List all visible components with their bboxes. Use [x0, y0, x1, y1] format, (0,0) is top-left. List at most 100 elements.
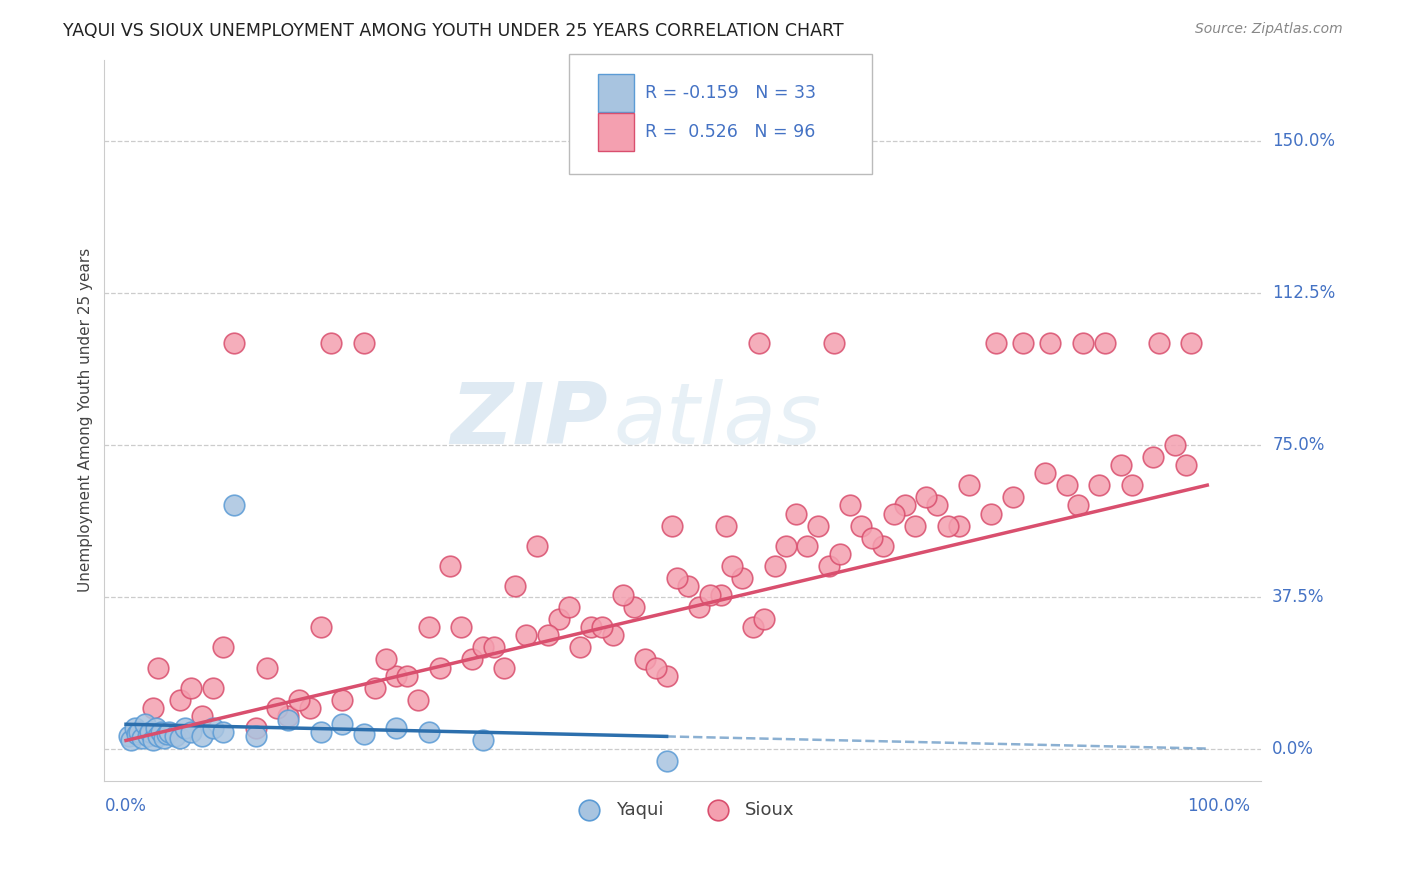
Point: [1001, 491, 1024, 505]
Point: [785, 507, 807, 521]
Point: [1088, 478, 1111, 492]
Point: [363, 681, 385, 695]
Point: [266, 701, 288, 715]
Text: 0.0%: 0.0%: [1272, 739, 1315, 757]
Point: [720, 559, 742, 574]
Point: [142, 701, 165, 715]
Point: [817, 559, 839, 574]
Point: [169, 731, 191, 746]
Point: [148, 730, 170, 744]
Point: [169, 693, 191, 707]
Text: R =  0.526   N = 96: R = 0.526 N = 96: [645, 123, 815, 141]
Point: [1056, 478, 1078, 492]
Point: [699, 588, 721, 602]
Point: [775, 539, 797, 553]
Point: [482, 640, 505, 655]
Point: [591, 620, 613, 634]
Text: YAQUI VS SIOUX UNEMPLOYMENT AMONG YOUTH UNDER 25 YEARS CORRELATION CHART: YAQUI VS SIOUX UNEMPLOYMENT AMONG YOUTH …: [63, 22, 844, 40]
Point: [948, 518, 970, 533]
Point: [330, 717, 353, 731]
Point: [851, 518, 873, 533]
Point: [893, 499, 915, 513]
Point: [763, 559, 786, 574]
Point: [688, 599, 710, 614]
Point: [131, 731, 153, 746]
Point: [406, 693, 429, 707]
Point: [471, 640, 494, 655]
Point: [569, 640, 592, 655]
Point: [515, 628, 537, 642]
Point: [612, 588, 634, 602]
Point: [666, 571, 689, 585]
Point: [1012, 336, 1035, 351]
Text: R = -0.159   N = 33: R = -0.159 N = 33: [645, 84, 817, 102]
Point: [742, 620, 765, 634]
Point: [125, 727, 148, 741]
Point: [823, 336, 845, 351]
Point: [180, 681, 202, 695]
Point: [139, 725, 162, 739]
Point: [1180, 336, 1202, 351]
Point: [860, 531, 883, 545]
Point: [1164, 437, 1187, 451]
Point: [245, 721, 267, 735]
Point: [190, 730, 212, 744]
Point: [925, 499, 948, 513]
Point: [655, 754, 678, 768]
Text: 37.5%: 37.5%: [1272, 588, 1324, 606]
Point: [537, 628, 560, 642]
Point: [156, 727, 179, 741]
Point: [1109, 458, 1132, 472]
Point: [118, 730, 141, 744]
Point: [128, 725, 150, 739]
Point: [471, 733, 494, 747]
Point: [212, 725, 235, 739]
Point: [1094, 336, 1116, 351]
Text: 150.0%: 150.0%: [1272, 132, 1336, 150]
Point: [288, 693, 311, 707]
Point: [439, 559, 461, 574]
Point: [915, 491, 938, 505]
Point: [120, 733, 142, 747]
Point: [1142, 450, 1164, 464]
Point: [1147, 336, 1170, 351]
Point: [136, 730, 159, 744]
Point: [883, 507, 905, 521]
Point: [277, 709, 299, 723]
Text: atlas: atlas: [613, 379, 821, 462]
Point: [1174, 458, 1197, 472]
Point: [450, 620, 472, 634]
Point: [748, 336, 770, 351]
Point: [828, 547, 851, 561]
Point: [298, 701, 321, 715]
Point: [153, 731, 176, 746]
Point: [224, 499, 246, 513]
Point: [714, 518, 737, 533]
Point: [980, 507, 1002, 521]
Point: [174, 721, 197, 735]
Point: [839, 499, 862, 513]
Text: 100.0%: 100.0%: [1188, 797, 1250, 815]
Point: [124, 721, 146, 735]
Point: [644, 660, 666, 674]
Point: [201, 681, 224, 695]
Point: [752, 612, 775, 626]
Point: [547, 612, 569, 626]
Text: 112.5%: 112.5%: [1272, 284, 1336, 301]
Point: [180, 725, 202, 739]
Point: [157, 725, 180, 739]
Point: [1039, 336, 1062, 351]
Y-axis label: Unemployment Among Youth under 25 years: Unemployment Among Youth under 25 years: [79, 248, 93, 592]
Point: [731, 571, 754, 585]
Point: [796, 539, 818, 553]
Point: [957, 478, 980, 492]
Point: [321, 336, 343, 351]
Point: [872, 539, 894, 553]
Point: [1071, 336, 1094, 351]
Point: [212, 640, 235, 655]
Point: [1121, 478, 1143, 492]
Text: 75.0%: 75.0%: [1272, 435, 1324, 454]
Point: [330, 693, 353, 707]
Point: [494, 660, 516, 674]
Point: [374, 652, 396, 666]
